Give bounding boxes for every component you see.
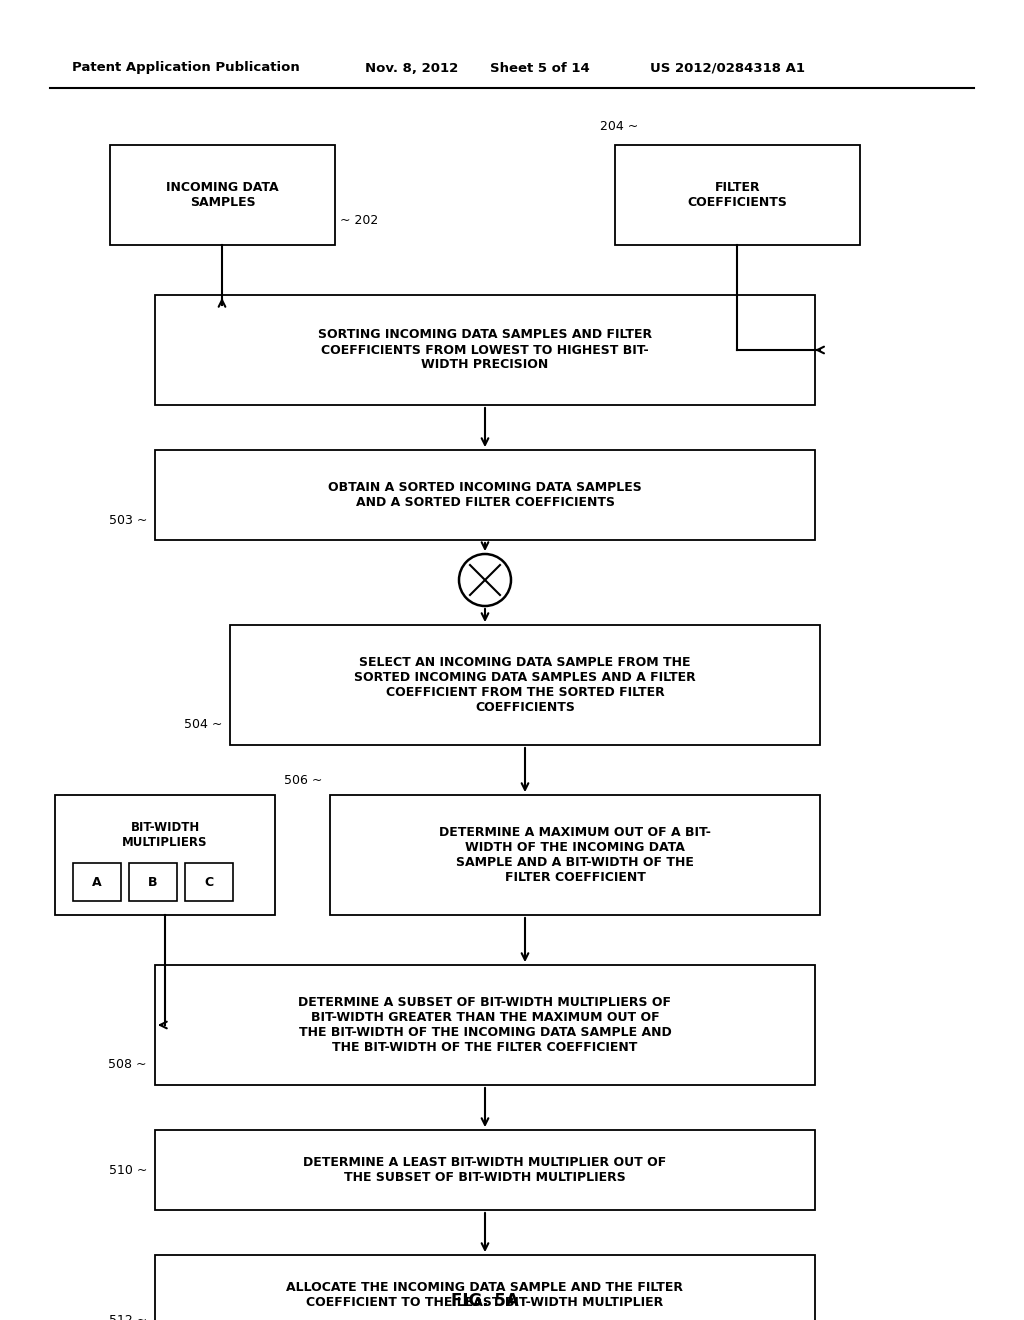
Text: 508 ~: 508 ~ [109,1059,147,1072]
Text: 204 ~: 204 ~ [600,120,638,133]
Text: 512 ~: 512 ~ [109,1313,147,1320]
Bar [155,450,815,540]
Text: SORTING INCOMING DATA SAMPLES AND FILTER
COEFFICIENTS FROM LOWEST TO HIGHEST BIT: SORTING INCOMING DATA SAMPLES AND FILTER… [317,329,652,371]
Bar [155,1255,815,1320]
Bar [155,294,815,405]
Bar [129,863,177,902]
Bar [330,795,820,915]
Text: Patent Application Publication: Patent Application Publication [72,62,300,74]
Text: FILTER
COEFFICIENTS: FILTER COEFFICIENTS [687,181,787,209]
Bar [230,624,820,744]
Text: US 2012/0284318 A1: US 2012/0284318 A1 [650,62,805,74]
Text: BIT-WIDTH
MULTIPLIERS: BIT-WIDTH MULTIPLIERS [122,821,208,849]
Bar [615,145,860,246]
Bar [155,965,815,1085]
Text: DETERMINE A LEAST BIT-WIDTH MULTIPLIER OUT OF
THE SUBSET OF BIT-WIDTH MULTIPLIER: DETERMINE A LEAST BIT-WIDTH MULTIPLIER O… [303,1156,667,1184]
Text: DETERMINE A MAXIMUM OUT OF A BIT-
WIDTH OF THE INCOMING DATA
SAMPLE AND A BIT-WI: DETERMINE A MAXIMUM OUT OF A BIT- WIDTH … [439,826,711,884]
Text: ALLOCATE THE INCOMING DATA SAMPLE AND THE FILTER
COEFFICIENT TO THE LEAST BIT-WI: ALLOCATE THE INCOMING DATA SAMPLE AND TH… [287,1280,683,1309]
Bar [110,145,335,246]
Text: 504 ~: 504 ~ [183,718,222,731]
Bar [155,1130,815,1210]
Text: SELECT AN INCOMING DATA SAMPLE FROM THE
SORTED INCOMING DATA SAMPLES AND A FILTE: SELECT AN INCOMING DATA SAMPLE FROM THE … [354,656,696,714]
Text: 506 ~: 506 ~ [284,774,322,787]
Bar [55,795,275,915]
Text: DETERMINE A SUBSET OF BIT-WIDTH MULTIPLIERS OF
BIT-WIDTH GREATER THAN THE MAXIMU: DETERMINE A SUBSET OF BIT-WIDTH MULTIPLI… [299,997,672,1053]
Text: Sheet 5 of 14: Sheet 5 of 14 [490,62,590,74]
Text: OBTAIN A SORTED INCOMING DATA SAMPLES
AND A SORTED FILTER COEFFICIENTS: OBTAIN A SORTED INCOMING DATA SAMPLES AN… [328,480,642,510]
Text: ~ 202: ~ 202 [340,214,378,227]
Text: 510 ~: 510 ~ [109,1163,147,1176]
Text: A: A [92,875,101,888]
Text: INCOMING DATA
SAMPLES: INCOMING DATA SAMPLES [166,181,279,209]
Text: 503 ~: 503 ~ [109,513,147,527]
Bar [185,863,233,902]
Text: B: B [148,875,158,888]
Text: FIG. 5A: FIG. 5A [452,1292,519,1309]
Text: Nov. 8, 2012: Nov. 8, 2012 [365,62,459,74]
Text: C: C [205,875,214,888]
Bar [73,863,121,902]
